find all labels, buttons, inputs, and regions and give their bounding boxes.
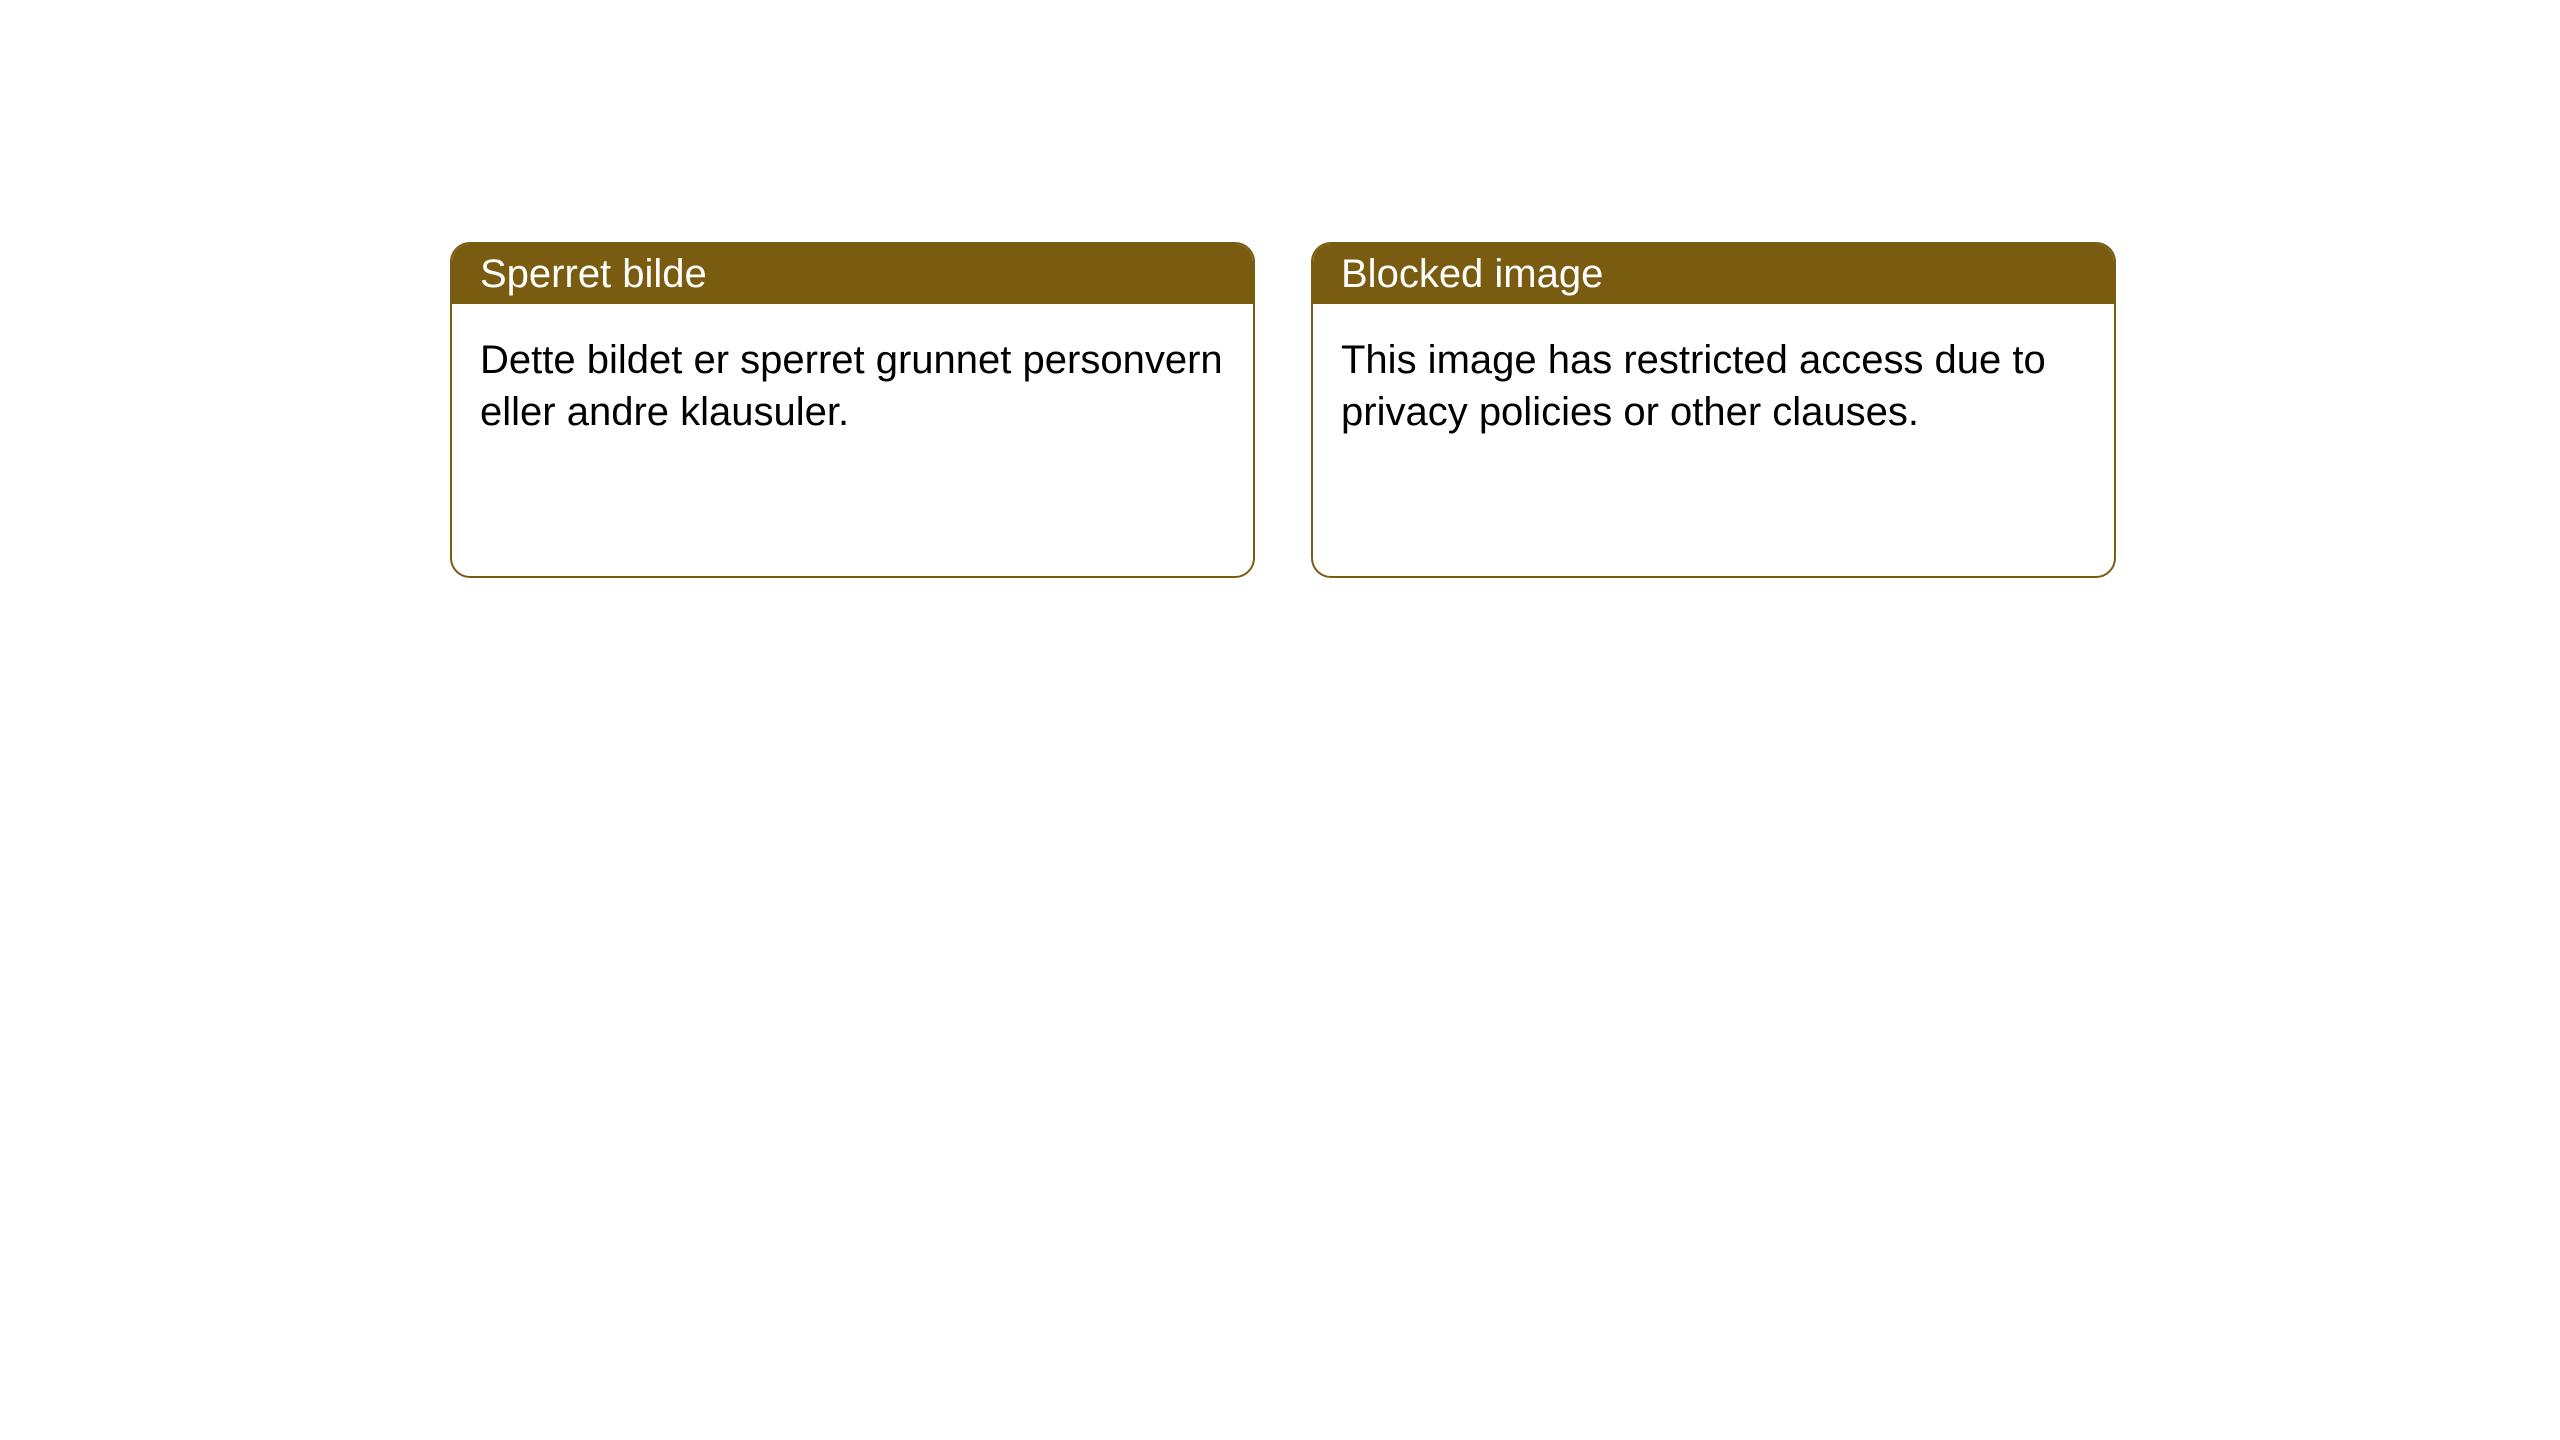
- notice-body: Dette bildet er sperret grunnet personve…: [452, 304, 1253, 468]
- notice-body-text: This image has restricted access due to …: [1341, 338, 2046, 434]
- notice-box-english: Blocked image This image has restricted …: [1311, 242, 2116, 578]
- notice-body: This image has restricted access due to …: [1313, 304, 2114, 468]
- notice-body-text: Dette bildet er sperret grunnet personve…: [480, 338, 1223, 434]
- notice-title: Sperret bilde: [480, 252, 707, 297]
- notice-box-norwegian: Sperret bilde Dette bildet er sperret gr…: [450, 242, 1255, 578]
- notice-header: Blocked image: [1313, 244, 2114, 304]
- notice-header: Sperret bilde: [452, 244, 1253, 304]
- notices-container: Sperret bilde Dette bildet er sperret gr…: [0, 0, 2560, 578]
- notice-title: Blocked image: [1341, 252, 1603, 297]
